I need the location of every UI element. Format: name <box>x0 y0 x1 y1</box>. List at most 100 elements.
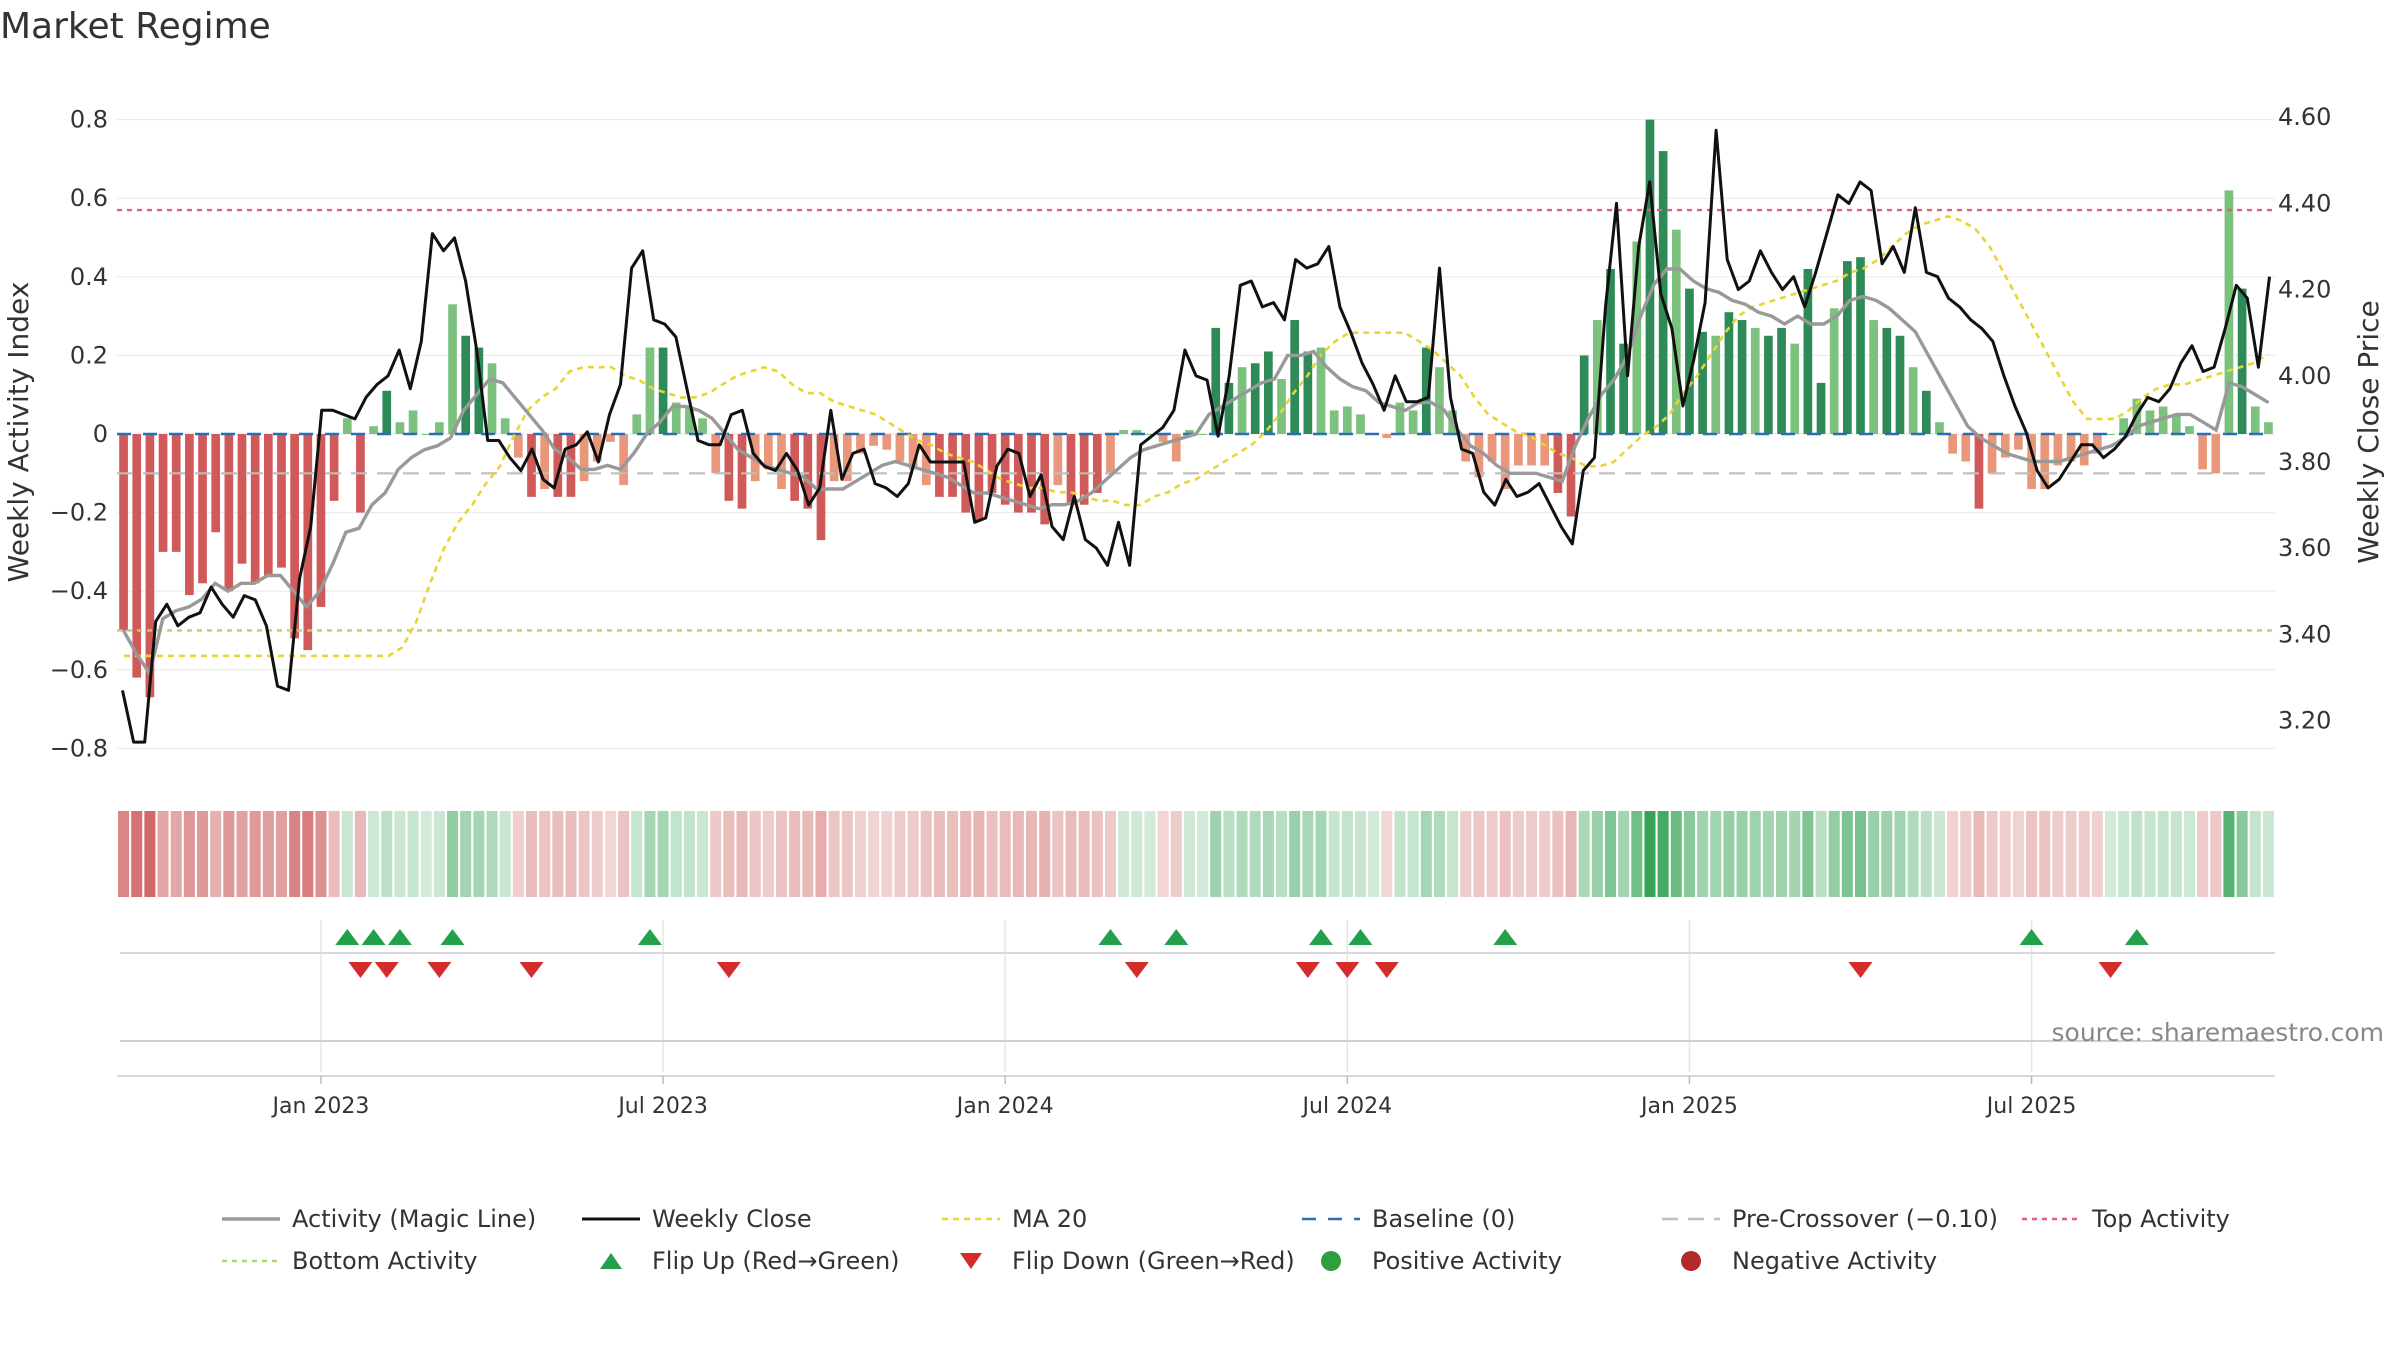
activity-bar <box>882 434 892 450</box>
activity-bar <box>277 434 286 568</box>
heat-strip-cell <box>802 811 814 897</box>
heat-strip-cell <box>1565 811 1577 897</box>
activity-bar <box>1132 430 1142 434</box>
heat-strip-cell <box>1302 811 1314 897</box>
heat-strip-cell <box>486 811 498 897</box>
activity-bar <box>500 418 510 434</box>
heat-strip-cell <box>131 811 143 897</box>
activity-bar <box>2000 434 2010 458</box>
activity-bar <box>1764 335 1773 434</box>
flip-down-marker <box>374 962 399 978</box>
activity-bar <box>1671 229 1681 434</box>
activity-bar <box>1987 434 1997 474</box>
heat-strip-cell <box>815 811 827 897</box>
heat-strip-cell <box>512 811 524 897</box>
heat-strip-cell <box>1670 811 1682 897</box>
heat-strip-cell <box>710 811 722 897</box>
legend-item-close: Weekly Close <box>580 1205 940 1233</box>
activity-bar <box>2119 418 2129 434</box>
heat-strip-cell <box>2210 811 2222 897</box>
flip-up-marker <box>440 929 465 945</box>
heat-strip-cell <box>525 811 538 897</box>
activity-bar <box>948 434 957 497</box>
heat-strip-cell <box>1091 811 1103 897</box>
heat-strip-cell <box>249 811 261 897</box>
heat-strip-cell <box>539 811 551 897</box>
heat-strip-cell <box>328 811 340 897</box>
activity-bar <box>671 402 681 434</box>
heat-strip-cell <box>1262 811 1274 897</box>
heat-strip-cell <box>2118 811 2130 897</box>
activity-bar <box>829 434 839 482</box>
activity-bar <box>645 347 655 434</box>
heat-strip-cell <box>1736 811 1748 897</box>
activity-bar <box>2185 426 2194 434</box>
heat-strip-cell <box>499 811 511 897</box>
activity-bar <box>1474 434 1484 478</box>
heat-strip-cell <box>1947 811 1959 897</box>
heat-strip-cell <box>1473 811 1485 897</box>
legend-symbol-flipdown-icon <box>960 1253 982 1269</box>
heat-strip-cell <box>1762 811 1774 897</box>
heat-strip-cell <box>591 811 603 897</box>
legend-item-posdot: Positive Activity <box>1300 1247 1660 1275</box>
activity-bar <box>632 414 642 434</box>
heat-strip-cell <box>420 811 432 897</box>
activity-bar <box>1000 434 1010 505</box>
legend-symbol-ma20-icon <box>942 1217 1000 1221</box>
heat-strip-cell <box>2078 811 2090 897</box>
heat-strip-cell <box>670 811 682 897</box>
activity-bar <box>2079 434 2089 466</box>
heat-strip-cell <box>1881 811 1893 897</box>
heat-strip-cell <box>1433 811 1445 897</box>
heat-strip-cell <box>289 811 301 897</box>
heat-strip-cell <box>1289 811 1301 897</box>
heat-strip-cell <box>2104 811 2117 897</box>
flip-down-marker <box>1335 962 1360 978</box>
heat-strip-cell <box>894 811 906 897</box>
heat-strip-cell <box>210 811 222 897</box>
legend-symbol-pre-icon <box>1662 1217 1720 1221</box>
heat-strip-cell <box>1249 811 1261 897</box>
legend-item-flipup: Flip Up (Red→Green) <box>580 1247 940 1275</box>
heat-strip-cell <box>1447 811 1459 897</box>
activity-bar <box>685 406 694 434</box>
activity-bar <box>579 434 589 482</box>
flip-down-marker <box>348 962 373 978</box>
heat-strip-cell <box>1618 811 1630 897</box>
activity-bar <box>408 410 418 434</box>
heat-strip-cell <box>275 811 288 897</box>
activity-bar <box>1395 402 1405 434</box>
heat-strip-cell <box>986 811 998 897</box>
activity-bar <box>1329 410 1339 434</box>
heat-strip-cell <box>1986 811 1998 897</box>
heat-strip-cell <box>723 811 735 897</box>
activity-bar <box>1264 351 1273 434</box>
activity-bar <box>2211 434 2221 474</box>
legend-item-negdot: Negative Activity <box>1660 1247 2020 1275</box>
heat-strip-cell <box>1697 811 1709 897</box>
heat-strip-cell <box>881 811 893 897</box>
activity-bar <box>1014 434 1023 513</box>
heat-strip-cell <box>1789 811 1801 897</box>
activity-bar <box>1119 430 1128 434</box>
heat-strip-cell <box>433 811 445 897</box>
heat-strip-cell <box>1973 811 1985 897</box>
activity-bar <box>329 434 339 501</box>
heat-strip-cell <box>1065 811 1077 897</box>
activity-bar <box>1421 347 1431 434</box>
heat-strip-cell <box>631 811 643 897</box>
activity-bar <box>1856 257 1865 434</box>
activity-bar <box>1645 119 1655 434</box>
flip-up-marker <box>2019 929 2044 945</box>
activity-bar <box>1316 347 1326 434</box>
heat-strip-cell <box>789 811 801 897</box>
activity-bar <box>1145 434 1155 435</box>
heat-strip-cell <box>1776 811 1788 897</box>
activity-bar <box>1816 382 1826 434</box>
activity-bar <box>1869 320 1879 434</box>
y-tick-label-right: 3.60 <box>2278 534 2331 562</box>
heat-strip-cell <box>657 811 669 897</box>
activity-bar <box>1487 434 1497 462</box>
y-tick-label-right: 4.00 <box>2278 362 2331 390</box>
